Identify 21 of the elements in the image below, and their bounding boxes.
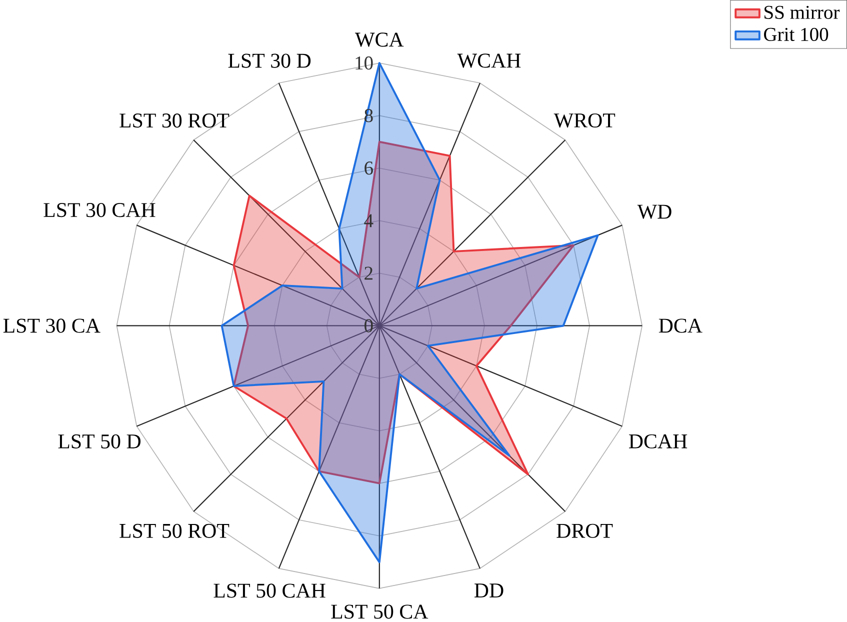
y-tick-label: 2 [364, 266, 372, 280]
legend-label: Grit 100 [764, 28, 828, 42]
spoke-label: LST 30 D [228, 54, 311, 68]
spoke-label: LST 50 D [58, 434, 140, 449]
spoke-label: DD [474, 584, 504, 598]
spoke-label: LST 50 ROT [120, 524, 230, 538]
spoke-label: DCAH [629, 434, 688, 449]
spoke-label: LST 50 CAH [214, 584, 326, 598]
legend-label: SS mirror [764, 6, 840, 20]
spoke-label: LST 30 CA [3, 318, 100, 333]
spoke-label: DCA [658, 318, 702, 333]
y-tick-label: 6 [364, 162, 373, 175]
spoke-label: LST 30 CAH [44, 203, 156, 218]
spoke-label: WCA [355, 32, 404, 48]
spoke-label: LST 30 ROT [120, 114, 230, 128]
spoke-label: WCAH [457, 54, 521, 68]
spoke-label: WROT [554, 114, 616, 128]
spoke-label: LST 50 CA [331, 604, 428, 619]
y-tick-label: 10 [356, 56, 373, 70]
spoke-label: WD [637, 205, 672, 220]
spoke-label: DROT [556, 524, 613, 538]
